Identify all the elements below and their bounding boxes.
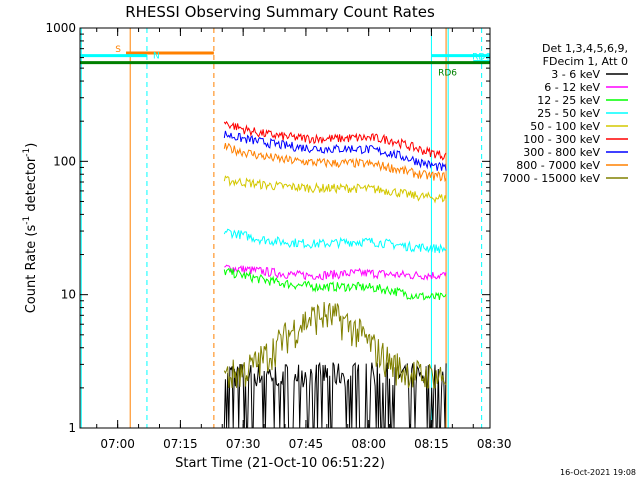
x-axis-label: Start Time (21-Oct-10 06:51:22): [175, 456, 385, 471]
x-tick-label-3: 07:45: [289, 437, 324, 451]
y-axis-label-sup1: -1: [22, 216, 32, 225]
x-tick-label-2: 07:30: [226, 437, 261, 451]
chart-title: RHESSI Observing Summary Count Rates: [125, 3, 435, 21]
legend-label-4: 50 - 100 keV: [530, 120, 600, 133]
series-line-7: [223, 142, 447, 183]
axes: 07:00 07:15 07:30 07:45 08:00 08:15 08:30 1 10 10…: [45, 21, 511, 451]
flag-label-3: RD0: [472, 53, 491, 63]
series-line-5: [223, 120, 447, 161]
y-axis-label: Count Rate (s-1 detector-1): [22, 143, 39, 314]
legend-header-line1: Det 1,3,4,5,6,9,: [542, 42, 628, 55]
flag-label-1: N: [153, 52, 160, 62]
flag-label-4: RD6: [438, 69, 457, 79]
y-tick-label-3: 1000: [45, 21, 76, 35]
flag-label-0: S: [115, 45, 121, 55]
legend-label-7: 800 - 7000 keV: [516, 159, 600, 172]
legend-label-8: 7000 - 15000 keV: [502, 172, 600, 185]
plot-area: S N RD0 RD6: [80, 28, 491, 429]
y-axis-label-sup2: -1: [22, 148, 32, 157]
legend-label-3: 25 - 50 keV: [537, 107, 600, 120]
y-tick-label-0: 1: [68, 421, 76, 435]
x-tick-label-0: 07:00: [100, 437, 135, 451]
timestamp: 16-Oct-2021 19:08: [560, 468, 636, 477]
x-tick-label-4: 08:00: [351, 437, 386, 451]
x-tick-label-1: 07:15: [163, 437, 198, 451]
series-line-1: [224, 264, 447, 281]
x-tick-label-6: 08:30: [477, 437, 512, 451]
y-axis-label-mid: detector: [24, 156, 39, 216]
series-line-4: [223, 175, 447, 204]
series-line-0: [223, 361, 447, 429]
y-axis-label-main: Count Rate (s: [24, 225, 39, 314]
series-line-2: [223, 267, 447, 301]
legend-label-1: 6 - 12 keV: [544, 81, 600, 94]
y-axis-label-end: ): [24, 143, 39, 148]
legend-label-2: 12 - 25 keV: [537, 94, 600, 107]
legend-label-0: 3 - 6 keV: [551, 68, 600, 81]
x-tick-label-5: 08:15: [414, 437, 449, 451]
legend-label-5: 100 - 300 keV: [523, 133, 600, 146]
series-line-3: [223, 228, 447, 254]
y-tick-label-2: 100: [53, 154, 76, 168]
legend-header-line2: FDecim 1, Att 0: [543, 55, 628, 68]
series-line-6: [223, 130, 447, 171]
legend-label-6: 300 - 800 keV: [523, 146, 600, 159]
series-line-8: [223, 301, 447, 389]
y-tick-label-1: 10: [61, 288, 76, 302]
